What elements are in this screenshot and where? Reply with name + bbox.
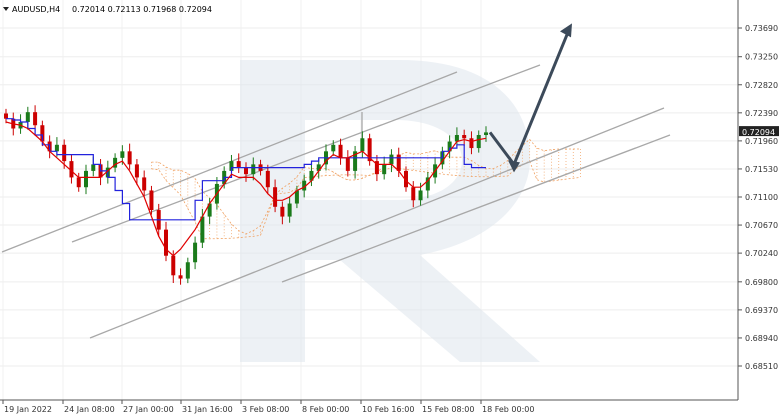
candle [287, 196, 292, 223]
candle [149, 185, 154, 215]
kijun-sen-line [6, 118, 486, 221]
time-axis-label: 27 Jan 00:00 [123, 405, 174, 414]
candle [396, 147, 401, 178]
chart-header: AUDUSD,H4 0.72014 0.72113 0.71968 0.7209… [3, 5, 212, 14]
candle [84, 164, 88, 195]
candle [193, 236, 198, 270]
price-axis-label: 0.68940 [745, 334, 778, 343]
candle [302, 174, 307, 198]
candle [4, 108, 8, 124]
candle [382, 156, 387, 180]
price-axis-label: 0.71100 [745, 193, 778, 202]
candle [331, 140, 336, 156]
candle [476, 130, 481, 153]
time-axis-label: 31 Jan 16:00 [182, 405, 233, 414]
time-axis-label: 10 Feb 16:00 [362, 405, 414, 414]
candle [469, 131, 474, 155]
time-axis-label: 8 Feb 00:00 [302, 405, 349, 414]
candle [273, 179, 278, 213]
candle [447, 135, 452, 159]
candle [164, 221, 168, 262]
candle [353, 145, 358, 179]
price-axis-label: 0.69800 [745, 278, 778, 287]
price-axis-label: 0.68510 [745, 362, 778, 371]
candle [280, 201, 285, 225]
candlestick-series [4, 105, 488, 285]
price-axis-label: 0.69370 [745, 306, 778, 315]
candle [178, 268, 183, 285]
candle [33, 105, 38, 132]
symbol-timeframe: AUDUSD,H4 [12, 5, 60, 14]
candle [411, 181, 416, 208]
price-axis: 0.73690 0.73250 0.72820 0.72390 0.71960 0.715… [738, 24, 778, 371]
candle [425, 172, 430, 199]
senkou-span-a [151, 138, 581, 235]
candle [484, 126, 488, 142]
trendline-lower-1[interactable] [89, 107, 665, 339]
candle [200, 208, 205, 249]
time-axis-label: 18 Feb 00:00 [482, 405, 534, 414]
forecast-arrow [488, 23, 572, 173]
candle [294, 185, 299, 209]
candle [265, 164, 270, 195]
candle [374, 154, 379, 182]
time-axis-label: 3 Feb 08:00 [242, 405, 289, 414]
time-axis: 19 Jan 2022 24 Jan 08:00 27 Jan 00:00 31 Ja… [2, 400, 534, 414]
price-axis-label: 0.72820 [745, 81, 778, 90]
current-price-label: 0.72094 [742, 128, 775, 137]
candle [462, 129, 467, 146]
candle [236, 153, 241, 173]
candle [316, 159, 321, 179]
price-axis-label: 0.73690 [745, 24, 778, 33]
price-axis-label: 0.71530 [745, 165, 778, 174]
senkou-span-b [151, 160, 581, 240]
candle [345, 150, 350, 177]
candle [404, 166, 408, 192]
price-axis-label: 0.70670 [745, 221, 778, 230]
candle [309, 163, 314, 187]
candle [251, 157, 256, 181]
candle [338, 138, 343, 165]
trendline-lower-2[interactable] [281, 134, 671, 283]
candle [69, 154, 74, 184]
candle [142, 170, 147, 197]
dropdown-triangle-icon[interactable] [3, 7, 9, 11]
price-axis-label: 0.71960 [745, 137, 778, 146]
candle [76, 172, 81, 192]
price-axis-label: 0.73250 [745, 53, 778, 62]
time-axis-label: 19 Jan 2022 [4, 405, 52, 414]
tenkan-sen-line [5, 121, 487, 257]
candle [127, 143, 132, 170]
candle [360, 131, 365, 158]
time-axis-label: 24 Jan 08:00 [64, 405, 115, 414]
price-axis-label: 0.72390 [745, 109, 778, 118]
candle [185, 257, 190, 284]
candle [389, 149, 394, 173]
ohlc-readout: 0.72014 0.72113 0.71968 0.72094 [72, 5, 212, 14]
current-price-marker: 0.72094 [739, 126, 779, 137]
candle [244, 162, 248, 182]
candle [113, 153, 118, 173]
price-axis-label: 0.70240 [745, 249, 778, 258]
time-axis-label: 15 Feb 08:00 [422, 405, 474, 414]
candle [134, 159, 139, 186]
candle [454, 127, 459, 147]
candle [367, 133, 372, 166]
